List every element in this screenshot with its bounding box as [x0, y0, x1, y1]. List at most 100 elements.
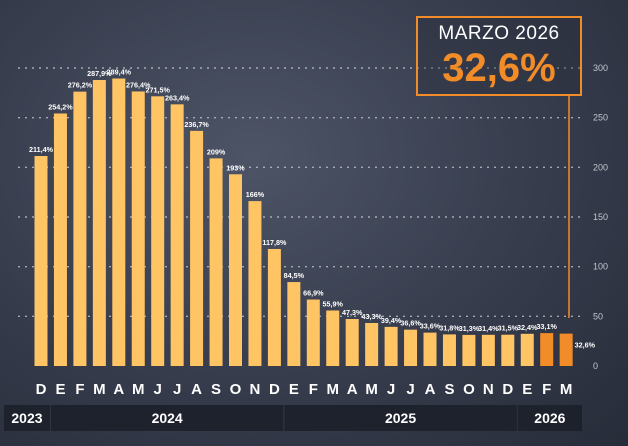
bar-value-label: 117,8% — [262, 238, 287, 247]
bar-value-label: 31,4% — [478, 324, 499, 333]
y-tick-label: 250 — [593, 113, 608, 123]
month-label: O — [463, 381, 475, 398]
bar-value-label: 55,9% — [323, 299, 344, 308]
bar — [248, 201, 262, 366]
bar-value-label: 31,5% — [498, 324, 519, 333]
bar-value-label: 193% — [226, 163, 245, 172]
bar — [345, 319, 359, 366]
bar — [559, 333, 573, 366]
month-label: D — [36, 381, 47, 398]
bar-value-label: 276,2% — [68, 81, 93, 90]
bar-value-label: 43,3% — [361, 312, 382, 321]
y-tick-label: 0 — [593, 361, 598, 371]
bar — [34, 156, 48, 366]
highlight-value: 32,6% — [442, 46, 556, 90]
month-label: N — [483, 381, 494, 398]
month-label: N — [250, 381, 261, 398]
year-band-segment — [50, 405, 284, 431]
bar-value-label: 289,4% — [107, 68, 132, 77]
month-label: S — [444, 381, 454, 398]
y-tick-label: 50 — [593, 311, 603, 321]
y-axis-ticks: 0 50 100 150 200 250 300 — [593, 63, 608, 371]
month-label: F — [309, 381, 318, 398]
month-label: D — [502, 381, 513, 398]
bar — [404, 329, 418, 366]
year-band-segment — [517, 405, 582, 431]
year-band: 2023 2024 2025 2026 — [4, 405, 582, 431]
bar-value-label: 209% — [207, 147, 226, 156]
bar-value-label: 276,4% — [126, 80, 151, 89]
bar — [306, 299, 320, 366]
bar — [190, 130, 204, 366]
month-label: M — [365, 381, 378, 398]
bar-value-label: 236,7% — [184, 120, 209, 129]
bar — [481, 334, 495, 366]
bar-value-label: 32,4% — [517, 323, 538, 332]
bar-value-label: 36,6% — [400, 319, 421, 328]
year-band-segment — [284, 405, 517, 431]
bar — [209, 158, 223, 366]
bar-value-label: 66,9% — [303, 289, 324, 298]
year-label: 2023 — [11, 410, 42, 426]
y-tick-label: 100 — [593, 262, 608, 272]
year-label: 2024 — [152, 410, 183, 426]
month-label: F — [75, 381, 84, 398]
month-label: A — [191, 381, 202, 398]
month-label: M — [560, 381, 573, 398]
bars — [34, 78, 573, 367]
y-tick-label: 300 — [593, 63, 608, 73]
month-label: S — [211, 381, 221, 398]
month-label: E — [289, 381, 299, 398]
month-label: O — [230, 381, 242, 398]
bar-value-label: 31,3% — [459, 324, 480, 333]
highlight-callout: MARZO 2026 32,6% — [416, 16, 582, 96]
month-label: M — [327, 381, 340, 398]
bar — [326, 310, 340, 366]
bar-value-label: 166% — [246, 190, 265, 199]
bar — [520, 333, 534, 366]
month-label: J — [173, 381, 181, 398]
month-label: A — [347, 381, 358, 398]
bar — [365, 322, 379, 366]
y-tick-label: 200 — [593, 162, 608, 172]
month-label: A — [113, 381, 124, 398]
bar-value-label: 254,2% — [48, 102, 73, 111]
month-label: J — [406, 381, 414, 398]
bar-value-label: 211,4% — [29, 145, 54, 154]
bar — [267, 248, 281, 366]
highlight-title: MARZO 2026 — [438, 23, 560, 44]
bar — [73, 91, 87, 367]
month-label: F — [542, 381, 551, 398]
bar — [384, 326, 398, 366]
bar — [151, 96, 165, 366]
bar-value-label: 287,9% — [87, 69, 112, 78]
year-label: 2025 — [385, 410, 416, 426]
bar — [501, 334, 515, 366]
month-label: M — [93, 381, 106, 398]
bar — [112, 78, 126, 367]
bar — [53, 113, 67, 367]
bar — [131, 91, 145, 367]
bar-value-labels: 211,4% 254,2% 276,2% 287,9%289,4% 276,4%271,… — [29, 68, 596, 350]
month-label: E — [522, 381, 532, 398]
bar — [170, 104, 184, 366]
bar — [92, 80, 106, 366]
bar — [540, 333, 554, 366]
year-label: 2026 — [534, 410, 565, 426]
month-label: D — [269, 381, 280, 398]
bar-value-label: 47,3% — [342, 308, 363, 317]
year-band-segment — [4, 405, 50, 431]
bar — [423, 332, 437, 366]
month-label: A — [425, 381, 436, 398]
bar-value-label: 84,5% — [284, 271, 305, 280]
bar-value-label: 32,6% — [575, 341, 596, 350]
bar-value-label: 271,5% — [146, 85, 171, 94]
month-label: M — [132, 381, 145, 398]
bar-value-label: 33,6% — [420, 322, 441, 331]
bar — [287, 282, 301, 366]
bar — [229, 174, 242, 366]
bar — [442, 334, 456, 366]
bar-value-label: 33,1% — [537, 322, 558, 331]
bar-value-label: 31,8% — [439, 323, 460, 332]
